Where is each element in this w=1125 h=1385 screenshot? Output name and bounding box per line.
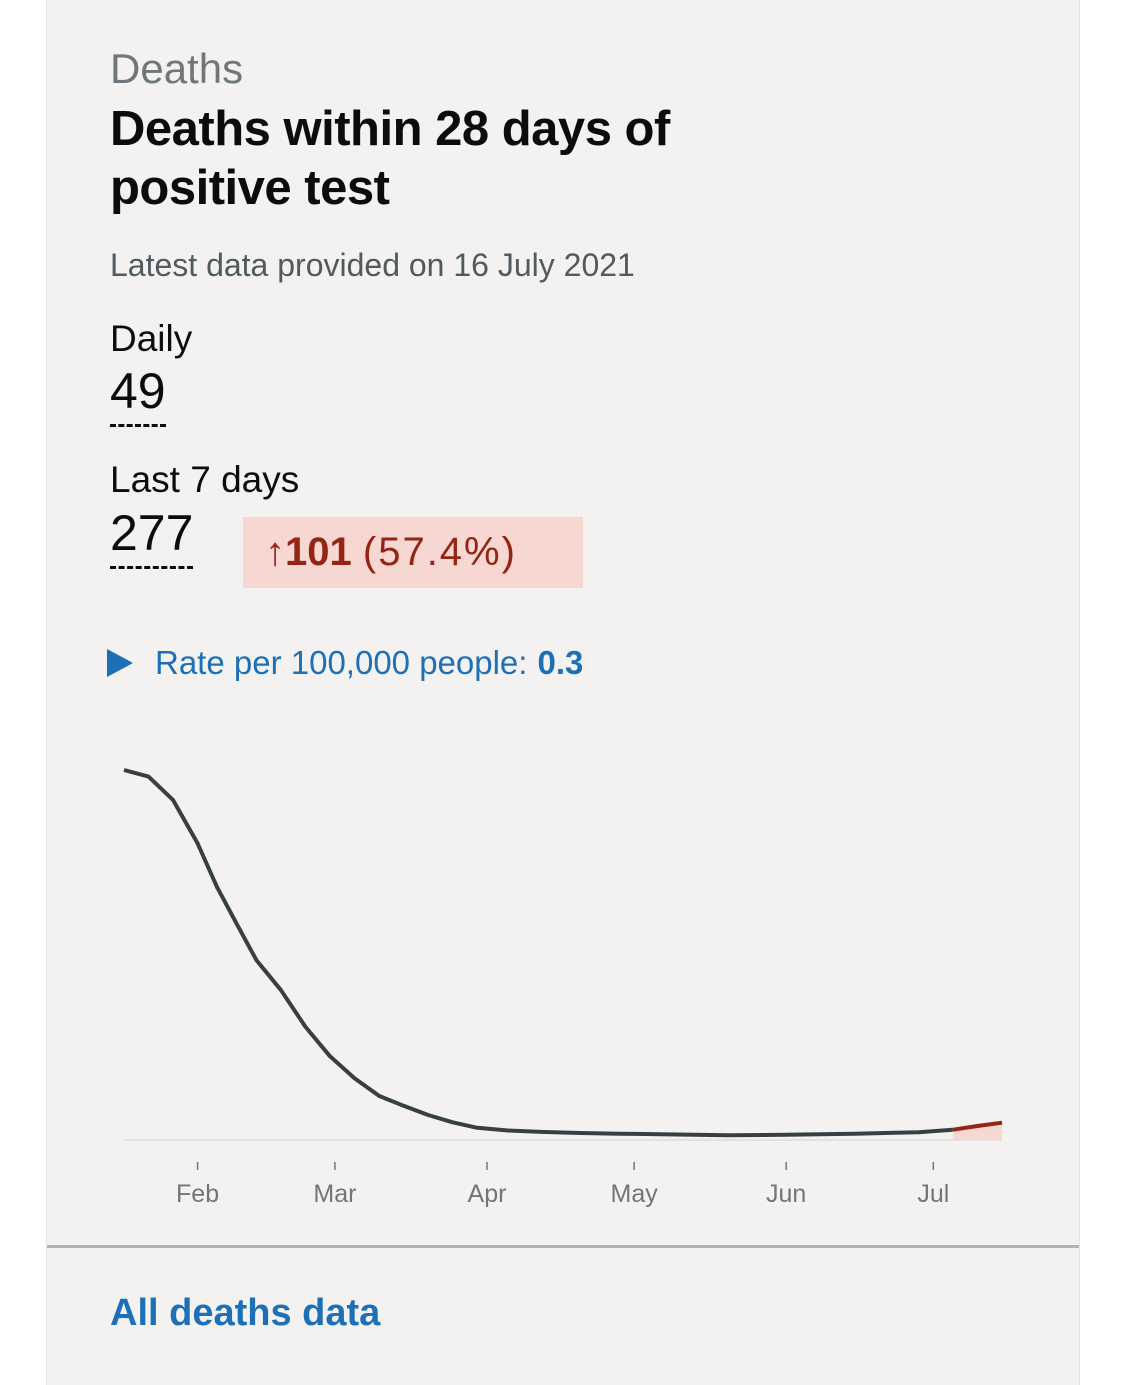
disclosure-triangle-icon xyxy=(107,649,133,678)
arrow-up-icon: ↑ xyxy=(265,530,285,574)
deaths-line-chart: Feb Mar Apr May Jun Jul xyxy=(123,768,1003,1208)
rate-toggle[interactable]: Rate per 100,000 people: 0.3 xyxy=(107,638,583,688)
change-badge: ↑101 (57.4%) xyxy=(243,517,583,588)
x-tick-label: Jun xyxy=(766,1180,806,1208)
series-line xyxy=(123,768,954,1138)
x-tick-label: May xyxy=(611,1180,659,1208)
card-title: Deaths within 28 days of positive test xyxy=(110,102,670,215)
trend-area xyxy=(952,1122,1002,1140)
change-percent: (57.4%) xyxy=(362,530,517,574)
card-caption: Deaths xyxy=(110,45,244,92)
updated-date: Latest data provided on 16 July 2021 xyxy=(110,247,635,283)
rate-label: Rate per 100,000 people: xyxy=(155,644,528,681)
x-tick-label: Apr xyxy=(468,1180,507,1208)
x-tick-label: Feb xyxy=(176,1180,219,1208)
last7-value[interactable]: 277 xyxy=(110,506,194,569)
last7-label: Last 7 days xyxy=(110,459,300,500)
change-value: 101 xyxy=(285,530,352,574)
daily-label: Daily xyxy=(110,318,193,359)
divider xyxy=(47,1245,1079,1248)
x-tick-label: Jul xyxy=(917,1180,949,1208)
all-deaths-data-link[interactable]: All deaths data xyxy=(110,1292,381,1334)
series-line-recent xyxy=(952,1120,1003,1132)
daily-value[interactable]: 49 xyxy=(110,364,166,427)
deaths-card: Deaths Deaths within 28 days of positive… xyxy=(46,0,1080,1385)
x-tick-label: Mar xyxy=(313,1180,356,1208)
rate-value: 0.3 xyxy=(537,644,584,681)
